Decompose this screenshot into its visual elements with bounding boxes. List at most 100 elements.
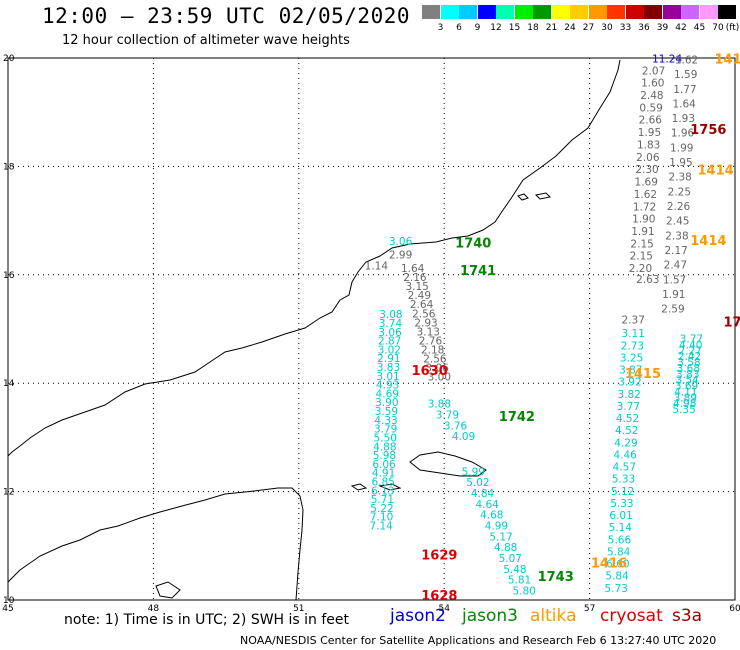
wave-height-value: 2.06 [636, 152, 660, 164]
wave-height-value: 2.18 [421, 344, 444, 356]
scale-swatch [681, 5, 699, 19]
wave-height-value: 3.54 [675, 375, 699, 387]
wave-height-value: 2.59 [661, 304, 684, 316]
wave-height-value: 4.29 [614, 437, 637, 449]
wave-height-value: 3.79 [436, 409, 459, 421]
coastline-islet-1 [350, 483, 368, 491]
wave-height-value: 4.88 [373, 441, 396, 453]
wave-height-value: 1.64 [672, 98, 696, 110]
wave-height-value: 6.06 [372, 459, 396, 471]
wave-height-value: 1.77 [673, 84, 696, 96]
wave-height-value: 3.77 [680, 334, 703, 346]
wave-height-value: 3.69 [675, 381, 698, 393]
lon-tick-label: 48 [148, 604, 160, 614]
wave-height-value: 2.07 [642, 65, 665, 77]
wave-height-value: 1.90 [632, 214, 655, 226]
wave-height-value: 4.57 [613, 462, 636, 474]
wave-height-value: 5.71 [371, 494, 394, 506]
scale-swatch [514, 5, 533, 19]
wave-height-value: 2.66 [639, 115, 663, 127]
wave-height-value: 3.82 [617, 389, 640, 401]
wave-height-value: 3.83 [676, 369, 699, 381]
scale-swatch [570, 5, 588, 19]
wave-height-value: 1.83 [637, 139, 660, 151]
wave-height-value: 4.84 [471, 488, 495, 500]
wave-height-value: 5.80 [512, 586, 535, 598]
scale-unit-label: (ft) [725, 23, 740, 33]
scale-tick-label: 39 [656, 23, 669, 33]
wave-height-value: 4.46 [613, 449, 637, 461]
lat-tick-label: 10 [3, 596, 15, 606]
wave-height-value: 6.13 [371, 485, 394, 497]
scale-tick-label: 3 [437, 23, 444, 33]
track-time-label: 1413 [714, 52, 740, 67]
scale-swatch [644, 5, 662, 19]
coastline-islet-2 [378, 483, 402, 491]
scale-swatch [459, 5, 477, 19]
wave-height-value: 5.84 [607, 546, 631, 558]
wave-height-value: 1.59 [674, 69, 697, 81]
footer-credit: NOAA/NESDIS Center for Satellite Applica… [240, 634, 717, 647]
wave-height-value: 5.12 [611, 486, 634, 498]
scale-tick-label: 6 [456, 23, 462, 33]
wave-height-value: 4.33 [374, 415, 397, 427]
scale-tick-label: 24 [564, 23, 576, 33]
wave-height-value: 1.57 [663, 274, 686, 286]
wave-height-value: 5.48 [503, 564, 526, 576]
wave-height-value: 2.26 [667, 201, 691, 213]
wave-height-value: 5.33 [610, 498, 633, 510]
wave-height-value: 1.69 [635, 177, 658, 189]
wave-height-value: 4.68 [480, 510, 503, 522]
wave-height-value: 2.48 [640, 90, 663, 102]
wave-height-value: 7.14 [369, 521, 393, 533]
wave-height-value: 3.59 [375, 406, 398, 418]
wave-height-value: 1.64 [401, 263, 425, 275]
lon-tick-label: 60 [729, 604, 740, 614]
lat-tick-label: 20 [3, 54, 15, 64]
wave-height-value: 2.25 [668, 186, 691, 198]
altimeter-tracks: 2.071.602.480.592.661.951.832.062.301.69… [365, 53, 703, 597]
wave-height-value: 3.06 [389, 236, 413, 248]
wave-height-value: 3.15 [405, 281, 428, 293]
wave-height-value: 2.38 [668, 172, 691, 184]
wave-height-value: 2.64 [410, 299, 434, 311]
wave-height-value: 5.33 [612, 474, 635, 486]
wave-height-value: 2.56 [423, 353, 447, 365]
track-time-label: 1743 [538, 570, 574, 585]
scale-swatch [440, 5, 459, 19]
wave-height-value: 1.91 [631, 226, 654, 238]
wave-height-value: 5.66 [608, 534, 632, 546]
wave-height-value: 5.35 [672, 404, 695, 416]
scale-tick-label: 70 [712, 23, 724, 33]
wave-height-value: 1.62 [675, 54, 698, 66]
track-time-label: 17 [724, 315, 740, 330]
coastline-socotra [409, 451, 487, 477]
track-time-label: 1628 [421, 589, 457, 604]
wave-height-value: 2.30 [635, 164, 658, 176]
lat-tick-label: 12 [3, 488, 14, 498]
scale-tick-label: 15 [508, 23, 521, 33]
wave-height-value: 2.45 [666, 216, 689, 228]
satellite-legend-item: s3a [672, 606, 703, 626]
wave-height-value: 2.47 [664, 260, 687, 272]
wave-height-value: 5.73 [605, 583, 628, 595]
wave-height-value: 3.77 [617, 401, 640, 413]
track-time-label: 1416 [591, 556, 627, 571]
scale-swatch [625, 5, 644, 19]
wave-height-value: 5.84 [605, 571, 629, 583]
scale-tick-label: 45 [693, 23, 706, 33]
wave-height-value: 3.79 [374, 424, 397, 436]
page-subtitle: 12 hour collection of altimeter wave hei… [62, 33, 350, 48]
wave-height-value: 3.02 [378, 344, 401, 356]
scale-swatch [477, 5, 496, 19]
wave-height-value: 7.10 [370, 512, 393, 524]
scale-tick-label: 42 [675, 23, 687, 33]
wave-height-value: 2.20 [629, 263, 652, 275]
track-time-label: 1756 [690, 123, 726, 138]
wave-height-value: 2.15 [630, 238, 653, 250]
wave-height-value: 3.68 [677, 363, 700, 375]
wave-height-value: 2.16 [403, 272, 427, 284]
wave-height-value: 5.81 [508, 575, 531, 587]
wave-height-value: 3.88 [428, 399, 451, 411]
